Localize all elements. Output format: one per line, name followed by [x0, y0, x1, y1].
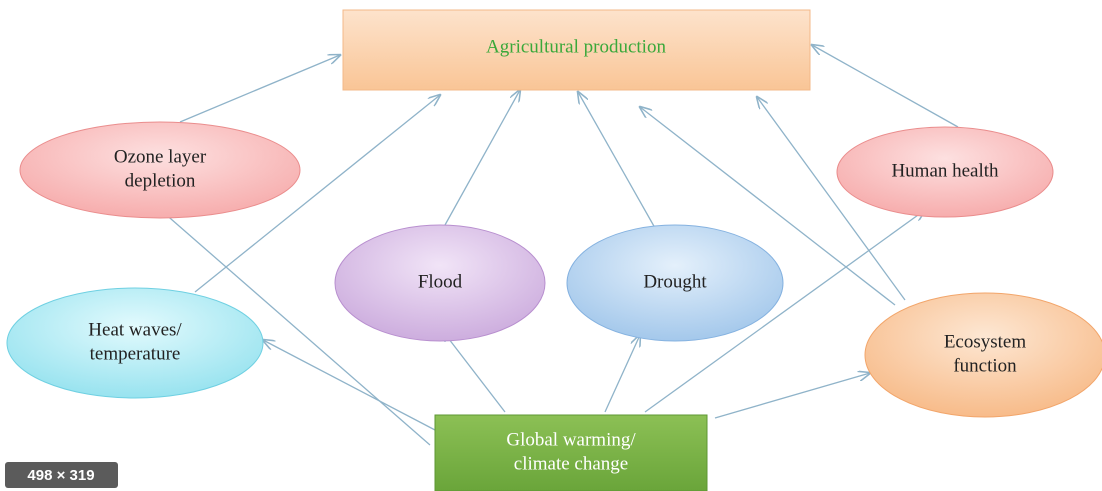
ecosystem-node	[864, 292, 1102, 418]
badge-bg	[5, 462, 118, 488]
node-label: Global warming/	[506, 429, 636, 450]
arrow	[714, 373, 870, 419]
arrow	[604, 335, 640, 413]
arrow	[155, 205, 431, 446]
agri-box	[342, 9, 811, 91]
heat-node	[6, 287, 264, 399]
arrow	[578, 92, 656, 229]
arrow	[194, 95, 440, 293]
badge: 498 × 319	[27, 467, 94, 484]
arrow	[444, 90, 520, 226]
node-label: Drought	[643, 271, 707, 292]
arrow	[263, 340, 436, 431]
node-label: Ecosystem	[944, 331, 1027, 352]
arrows	[155, 45, 959, 446]
node-label: climate change	[514, 453, 628, 474]
arrow	[644, 210, 925, 413]
node-label: Agricultural production	[486, 36, 666, 57]
flood-node	[334, 224, 546, 342]
ozone-node	[19, 121, 301, 219]
arrow	[442, 330, 506, 413]
arrow	[812, 45, 959, 128]
drought-node	[566, 224, 784, 342]
node-label: Heat waves/	[88, 319, 182, 340]
node-label: function	[953, 355, 1017, 376]
arrow	[757, 97, 906, 301]
node-label: Ozone layer	[114, 146, 207, 167]
arrow	[640, 107, 896, 306]
node-label: Human health	[891, 160, 999, 181]
global-box	[434, 414, 708, 491]
labels: Agricultural production Ozone layer deplet…	[88, 36, 1026, 474]
node-label: depletion	[125, 170, 196, 191]
node-label: Flood	[418, 271, 463, 292]
health-node	[836, 126, 1054, 218]
arrow	[179, 55, 340, 123]
node-label: temperature	[90, 343, 181, 364]
